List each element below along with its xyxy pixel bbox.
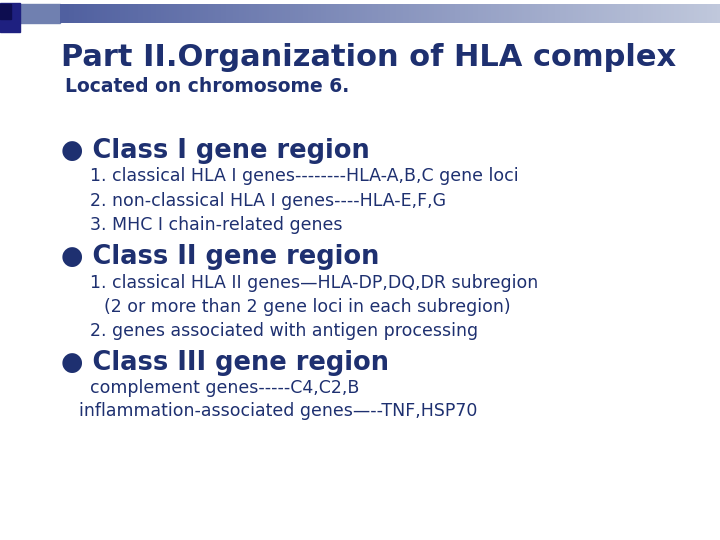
Text: 1. classical HLA II genes—HLA-DP,DQ,DR subregion: 1. classical HLA II genes—HLA-DP,DQ,DR s… — [90, 274, 539, 292]
Text: 1. classical HLA I genes--------HLA-A,B,C gene loci: 1. classical HLA I genes--------HLA-A,B,… — [90, 167, 518, 185]
Text: ● Class III gene region: ● Class III gene region — [61, 350, 390, 376]
Text: (2 or more than 2 gene loci in each subregion): (2 or more than 2 gene loci in each subr… — [104, 298, 511, 316]
Bar — [0, 4, 11, 19]
Text: complement genes-----C4,C2,B: complement genes-----C4,C2,B — [90, 379, 359, 397]
Text: ● Class II gene region: ● Class II gene region — [61, 244, 379, 270]
Text: 3. MHC I chain-related genes: 3. MHC I chain-related genes — [90, 216, 343, 234]
Bar — [20, 4, 60, 23]
Text: Part II.Organization of HLA complex: Part II.Organization of HLA complex — [61, 43, 676, 72]
Text: 2. non-classical HLA I genes----HLA-E,F,G: 2. non-classical HLA I genes----HLA-E,F,… — [90, 192, 446, 210]
Text: Located on chromosome 6.: Located on chromosome 6. — [65, 77, 349, 96]
Text: 2. genes associated with antigen processing: 2. genes associated with antigen process… — [90, 322, 478, 340]
Bar — [0, 3, 20, 32]
Text: ● Class I gene region: ● Class I gene region — [61, 138, 370, 164]
Text: inflammation-associated genes—--TNF,HSP70: inflammation-associated genes—--TNF,HSP7… — [79, 402, 477, 420]
